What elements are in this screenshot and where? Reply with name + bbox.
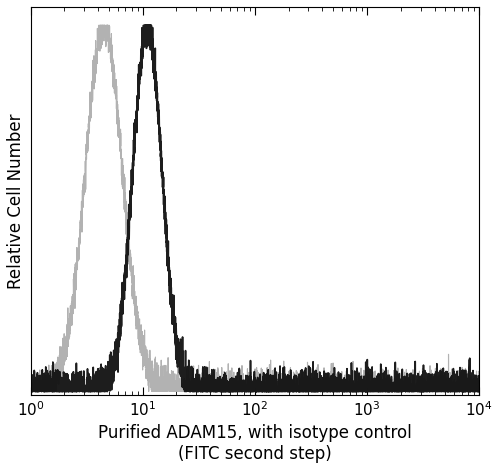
Y-axis label: Relative Cell Number: Relative Cell Number: [7, 113, 25, 289]
X-axis label: Purified ADAM15, with isotype control
(FITC second step): Purified ADAM15, with isotype control (F…: [98, 424, 412, 463]
